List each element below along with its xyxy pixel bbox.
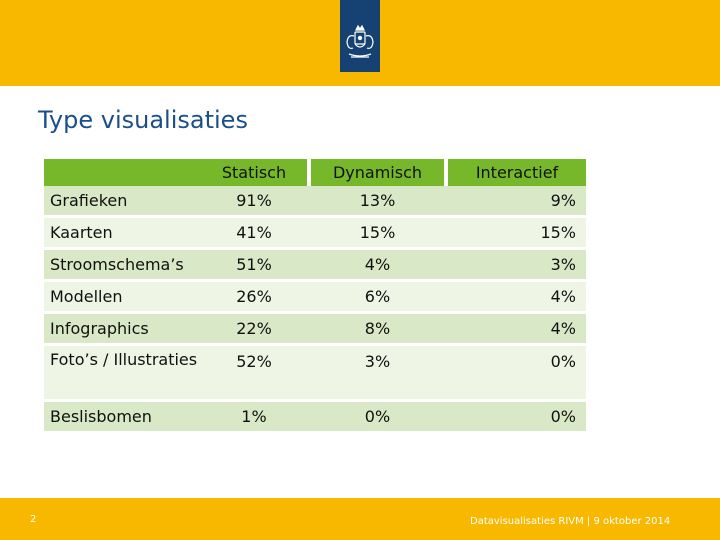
cell-dynamisch: 4% bbox=[311, 250, 444, 279]
row-label: Stroomschema’s bbox=[44, 250, 201, 279]
cell-gap bbox=[444, 346, 448, 399]
cell-dynamisch: 3% bbox=[311, 346, 444, 399]
cell-gap bbox=[307, 186, 311, 215]
cell-interactief: 4% bbox=[448, 282, 586, 311]
row-label: Grafieken bbox=[44, 186, 201, 215]
cell-gap bbox=[444, 282, 448, 311]
row-spacer bbox=[44, 215, 586, 218]
cell-gap bbox=[307, 282, 311, 311]
cell-interactief: 9% bbox=[448, 186, 586, 215]
footer-text: Datavisualisaties RIVM | 9 oktober 2014 bbox=[470, 516, 671, 527]
cell-gap bbox=[444, 402, 448, 431]
cell-statisch: 22% bbox=[201, 314, 307, 343]
cell-statisch: 26% bbox=[201, 282, 307, 311]
cell-gap bbox=[307, 250, 311, 279]
cell-statisch: 52% bbox=[201, 346, 307, 399]
visualisation-type-table: Statisch Dynamisch Interactief Grafieken… bbox=[44, 159, 586, 431]
cell-dynamisch: 13% bbox=[311, 186, 444, 215]
cell-statisch: 1% bbox=[201, 402, 307, 431]
cell-statisch: 91% bbox=[201, 186, 307, 215]
cell-gap bbox=[307, 402, 311, 431]
cell-interactief: 15% bbox=[448, 218, 586, 247]
cell-dynamisch: 15% bbox=[311, 218, 444, 247]
cell-dynamisch: 8% bbox=[311, 314, 444, 343]
table-header-row: Statisch Dynamisch Interactief bbox=[44, 159, 586, 186]
cell-gap bbox=[307, 314, 311, 343]
row-spacer bbox=[44, 279, 586, 282]
table-row: Infographics 22% 8% 4% bbox=[44, 314, 586, 343]
row-label: Infographics bbox=[44, 314, 201, 343]
row-label: Kaarten bbox=[44, 218, 201, 247]
cell-statisch: 51% bbox=[201, 250, 307, 279]
row-label: Foto’s / Illustraties bbox=[44, 346, 201, 399]
header-gap bbox=[444, 159, 448, 186]
column-header-statisch: Statisch bbox=[201, 159, 307, 186]
column-header-interactief: Interactief bbox=[448, 159, 586, 186]
table-row: Stroomschema’s 51% 4% 3% bbox=[44, 250, 586, 279]
cell-dynamisch: 6% bbox=[311, 282, 444, 311]
table-row: Kaarten 41% 15% 15% bbox=[44, 218, 586, 247]
header-gap bbox=[307, 159, 311, 186]
slide-title: Type visualisaties bbox=[38, 106, 248, 134]
cell-gap bbox=[444, 186, 448, 215]
cell-interactief: 3% bbox=[448, 250, 586, 279]
row-label: Modellen bbox=[44, 282, 201, 311]
cell-interactief: 4% bbox=[448, 314, 586, 343]
cell-dynamisch: 0% bbox=[311, 402, 444, 431]
cell-gap bbox=[444, 250, 448, 279]
cell-gap bbox=[307, 346, 311, 399]
table-row: Beslisbomen 1% 0% 0% bbox=[44, 402, 586, 431]
cell-gap bbox=[444, 314, 448, 343]
cell-interactief: 0% bbox=[448, 346, 586, 399]
bottom-banner bbox=[0, 498, 720, 540]
cell-interactief: 0% bbox=[448, 402, 586, 431]
cell-gap bbox=[444, 218, 448, 247]
table-row: Foto’s / Illustraties 52% 3% 0% bbox=[44, 346, 586, 399]
row-label: Beslisbomen bbox=[44, 402, 201, 431]
row-spacer bbox=[44, 311, 586, 314]
row-spacer bbox=[44, 247, 586, 250]
page-number: 2 bbox=[30, 514, 37, 525]
row-spacer bbox=[44, 399, 586, 402]
table-row: Modellen 26% 6% 4% bbox=[44, 282, 586, 311]
column-header-dynamisch: Dynamisch bbox=[311, 159, 444, 186]
table-row: Grafieken 91% 13% 9% bbox=[44, 186, 586, 215]
coat-of-arms-icon bbox=[346, 24, 374, 58]
cell-gap bbox=[307, 218, 311, 247]
cell-statisch: 41% bbox=[201, 218, 307, 247]
header-corner-cell bbox=[44, 159, 201, 186]
row-spacer bbox=[44, 343, 586, 346]
